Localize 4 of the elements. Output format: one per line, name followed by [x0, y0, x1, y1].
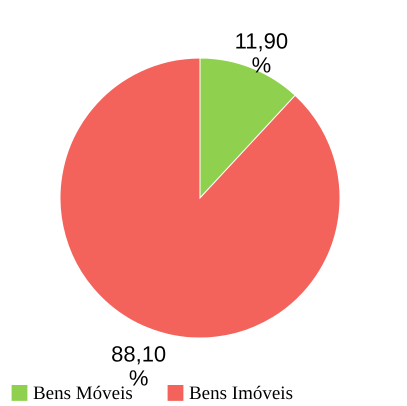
legend-label: Bens Móveis: [33, 382, 133, 404]
data-label: 11,90 %: [234, 28, 288, 78]
pie-slice: [60, 58, 340, 338]
legend-label: Bens Imóveis: [189, 382, 293, 404]
